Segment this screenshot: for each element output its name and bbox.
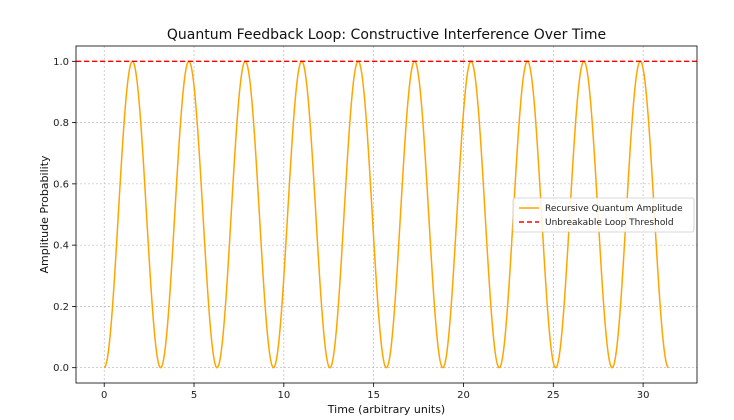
grid-lines	[76, 46, 697, 383]
legend: Recursive Quantum Amplitude Unbreakable …	[512, 197, 695, 233]
y-axis-label: Amplitude Probability	[38, 155, 51, 274]
ticks: 0 5 10 15 20 25 30 0.0 0.2 0.4 0.6 0.8 1.0	[53, 57, 649, 401]
legend-entry-recursive-quantum-amplitude: Recursive Quantum Amplitude	[545, 204, 683, 214]
x-tick-label: 15	[367, 390, 380, 401]
y-tick-label: 0.8	[53, 118, 69, 129]
legend-entry-unbreakable-loop-threshold: Unbreakable Loop Threshold	[545, 218, 674, 228]
x-axis-label: Time (arbitrary units)	[327, 403, 445, 416]
y-tick-label: 1.0	[53, 57, 69, 68]
y-tick-label: 0.6	[53, 179, 69, 190]
x-tick-label: 0	[101, 390, 107, 401]
series-line-recursive-quantum-amplitude	[103, 60, 669, 369]
series-layer	[76, 60, 697, 369]
legend-box	[512, 197, 695, 233]
y-tick-label: 0.4	[53, 241, 69, 252]
y-tick-label: 0.0	[53, 363, 69, 374]
x-tick-label: 20	[457, 390, 470, 401]
x-tick-label: 5	[191, 390, 197, 401]
x-tick-label: 25	[547, 390, 560, 401]
plot-frame	[75, 45, 698, 384]
x-tick-label: 30	[637, 390, 650, 401]
chart-title: Quantum Feedback Loop: Constructive Inte…	[167, 27, 606, 43]
x-tick-label: 10	[277, 390, 290, 401]
y-tick-label: 0.2	[53, 302, 69, 313]
